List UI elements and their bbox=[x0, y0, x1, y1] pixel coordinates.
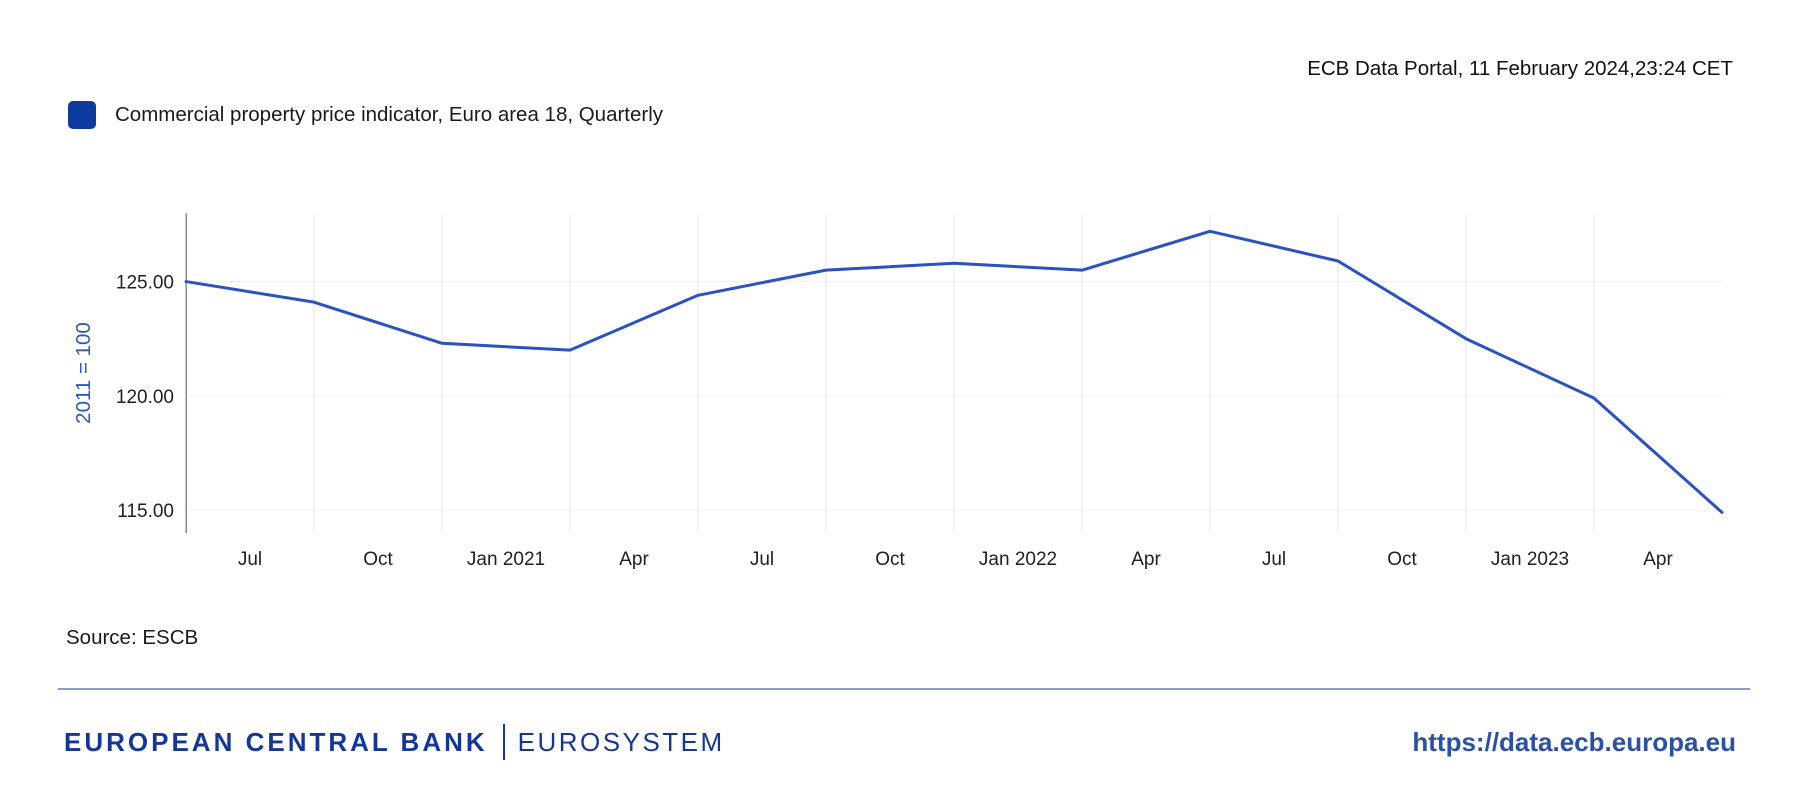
footer: EUROPEAN CENTRAL BANK EUROSYSTEM https:/… bbox=[64, 724, 1736, 760]
y-tick-label: 125.00 bbox=[116, 273, 174, 294]
x-tick-label: Apr bbox=[1131, 549, 1161, 570]
x-tick-label: Apr bbox=[619, 549, 649, 570]
eurosystem-label: EUROSYSTEM bbox=[517, 726, 725, 757]
x-tick-label: Jul bbox=[238, 549, 262, 570]
ecb-wordmark: EUROPEAN CENTRAL BANK EUROSYSTEM bbox=[64, 724, 725, 760]
wordmark-separator bbox=[502, 724, 505, 760]
line-chart: 115.00 120.00 125.00 Jul Oct Jan 2021 Apr Jul Oc… bbox=[72, 213, 1724, 570]
x-tick-label: Jul bbox=[750, 549, 774, 570]
bank-name: EUROPEAN CENTRAL BANK bbox=[64, 726, 488, 757]
y-axis-title: 2011 = 100 bbox=[72, 322, 95, 424]
footer-divider-line bbox=[58, 688, 1750, 690]
x-tick-label: Oct bbox=[363, 549, 393, 570]
x-tick-label: Jan 2021 bbox=[467, 549, 545, 570]
legend-label: Commercial property price indicator, Eur… bbox=[115, 103, 664, 126]
price-line bbox=[184, 229, 1724, 514]
x-tick-label: Oct bbox=[875, 549, 905, 570]
header-stamp: ECB Data Portal, 11 February 2024,23:24 … bbox=[1307, 57, 1733, 80]
x-tick-label: Jan 2022 bbox=[979, 549, 1057, 570]
x-tick-label: Apr bbox=[1643, 549, 1673, 570]
y-tick-label: 115.00 bbox=[117, 501, 174, 522]
chart-legend: Commercial property price indicator, Eur… bbox=[68, 101, 663, 129]
legend-swatch bbox=[68, 101, 96, 129]
x-tick-label: Jul bbox=[1262, 549, 1286, 570]
x-tick-label: Jan 2023 bbox=[1491, 549, 1569, 570]
y-tick-label: 120.00 bbox=[116, 387, 174, 408]
x-tick-label: Oct bbox=[1387, 549, 1417, 570]
source-note: Source: ESCB bbox=[66, 626, 199, 649]
portal-url: https://data.ecb.europa.eu bbox=[1412, 726, 1736, 757]
